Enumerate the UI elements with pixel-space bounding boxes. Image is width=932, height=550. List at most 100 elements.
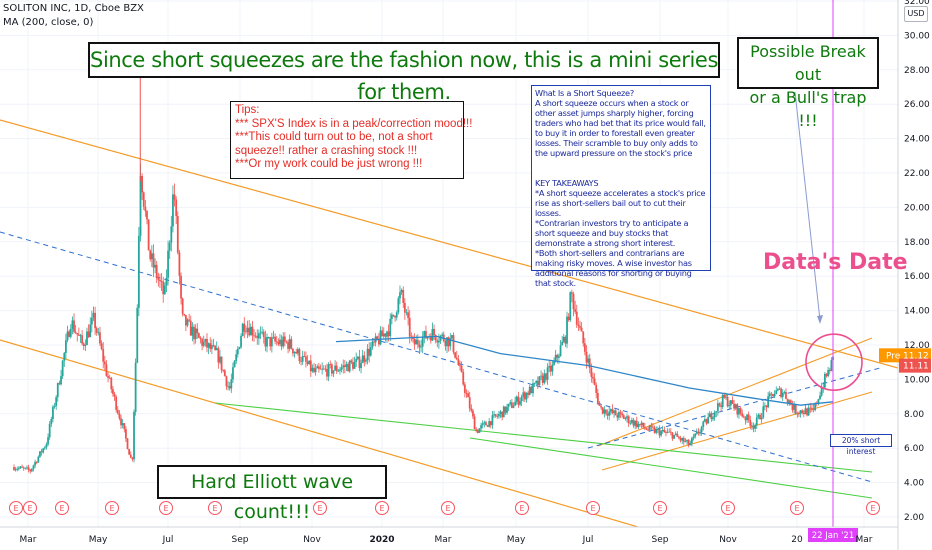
candle-body <box>275 341 278 343</box>
price-tick-label: 4.00 <box>904 479 924 489</box>
candle-body <box>528 386 531 395</box>
earnings-marker-label: E <box>794 504 799 513</box>
candle-body <box>691 438 693 444</box>
candle-body <box>347 364 349 372</box>
candle-body <box>553 361 555 365</box>
candle-body <box>763 405 766 407</box>
candle-body <box>39 451 41 457</box>
minor-channel-upper <box>597 337 873 447</box>
candle-body <box>760 417 763 420</box>
candle-body <box>173 194 176 200</box>
candle-body <box>163 285 166 295</box>
price-tick-label: 6.00 <box>904 444 924 454</box>
candle-body <box>90 317 93 325</box>
candle-body <box>465 392 468 394</box>
candle-body <box>630 419 633 423</box>
earnings-marker <box>653 501 667 515</box>
candle-body <box>468 397 471 409</box>
tips-line: Tips: <box>235 104 260 116</box>
candle-body <box>327 364 330 377</box>
candle-body <box>718 403 721 406</box>
candle-body <box>266 337 268 347</box>
time-axis[interactable]: Mar May Jul Sep Nov 2020 Mar May Jul Sep Nov 20 Mar <box>0 526 898 545</box>
candle-body <box>780 388 783 398</box>
candle-body <box>788 400 791 403</box>
candle-body <box>27 467 30 470</box>
candle-body <box>655 429 658 433</box>
candle-body <box>678 436 680 439</box>
candle-body <box>285 341 288 343</box>
candle-body <box>416 339 419 345</box>
candle-body <box>322 368 325 370</box>
candle-body <box>335 365 338 372</box>
candle-body <box>47 437 49 445</box>
candle-body <box>483 422 486 424</box>
candle-body <box>155 264 158 279</box>
candle-body <box>274 336 277 342</box>
date-marker-label: 22 Jan '21 <box>812 531 854 541</box>
earnings-marker <box>9 501 23 515</box>
candle-body <box>308 360 311 365</box>
candle-body <box>71 320 74 329</box>
candle-body <box>558 356 560 358</box>
candle-body <box>703 419 706 422</box>
info-heading: What Is a Short Squeeze? <box>535 88 634 98</box>
candle-body <box>410 336 413 338</box>
time-tick-label: Nov <box>719 535 737 545</box>
candle-body <box>76 332 79 335</box>
candle-body <box>115 396 118 410</box>
candle-body <box>316 366 319 369</box>
candle-body <box>582 331 585 344</box>
candle-body <box>431 328 434 341</box>
candle-body <box>246 327 249 333</box>
candle-body <box>228 385 231 389</box>
candle-body <box>585 351 588 363</box>
candle-body <box>467 393 469 398</box>
price-axis[interactable]: 32.00 30.00 28.00 26.00 24.00 22.00 20.00 18.00… <box>879 0 931 550</box>
candle-body <box>488 421 491 427</box>
candle-body <box>749 419 752 426</box>
candle-body <box>238 347 241 349</box>
candle-body <box>660 431 662 436</box>
candle-body <box>408 317 411 337</box>
short-squeeze-info: What Is a Short Squeeze? A short squeeze… <box>531 85 711 288</box>
tips-line: ***Or my work could be just wrong !!! <box>235 158 423 170</box>
candle-body <box>296 349 299 354</box>
candle-body <box>702 421 705 427</box>
candle-body <box>204 339 207 342</box>
candle-body <box>710 413 713 420</box>
candle-body <box>202 341 205 346</box>
candle-body <box>793 404 795 411</box>
candle-body <box>60 376 62 385</box>
candle-body <box>519 401 521 405</box>
candle-body <box>137 235 140 308</box>
info-paragraph: *A short squeeze accelerates a stock's p… <box>535 188 706 218</box>
candle-body <box>733 403 735 409</box>
candle-body <box>812 408 815 411</box>
candle-body <box>95 328 98 333</box>
candle-body <box>742 416 745 418</box>
candle-body <box>81 335 84 344</box>
candle-body <box>707 417 710 424</box>
candle-body <box>418 344 421 348</box>
time-tick-label: 20 <box>791 535 803 545</box>
candle-body <box>436 340 439 343</box>
candle-body <box>225 376 228 387</box>
candle-body <box>199 337 202 340</box>
candle-body <box>223 370 226 377</box>
symbol-title[interactable]: SOLITON INC, 1D, Cboe BZX <box>3 3 144 14</box>
candle-body <box>235 354 238 362</box>
candle-body <box>17 467 20 469</box>
candle-body <box>643 427 646 429</box>
candle-body <box>637 423 640 428</box>
candle-body <box>94 312 96 329</box>
candlestick-series <box>13 49 834 474</box>
indicator-legend[interactable]: MA (200, close, 0) <box>3 17 94 28</box>
candle-body <box>632 419 635 426</box>
candle-body <box>295 351 298 354</box>
candle-body <box>457 359 460 366</box>
candle-body <box>820 387 823 396</box>
currency-label[interactable]: USD <box>904 6 928 22</box>
tips-line: *** SPX'S Index is in a peak/correction … <box>235 117 473 130</box>
